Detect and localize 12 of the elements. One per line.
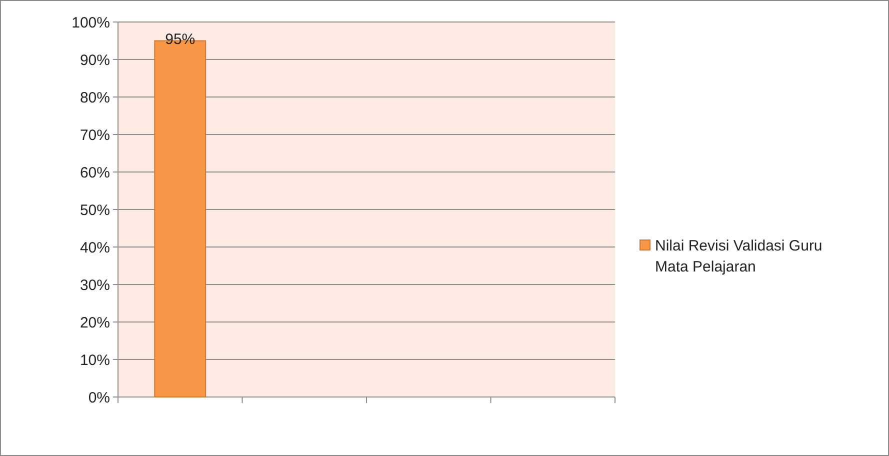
y-tick-label: 90% — [80, 52, 110, 69]
y-tick-label: 30% — [80, 276, 110, 294]
y-tick-label: 10% — [80, 352, 110, 369]
y-tick-label: 20% — [80, 314, 110, 332]
legend-label: Nilai Revisi Validasi Guru Mata Pelajaran — [655, 237, 822, 276]
y-tick-label: 100% — [72, 14, 110, 32]
y-tick-label: 60% — [80, 164, 110, 182]
y-tick-label: 40% — [80, 239, 110, 256]
y-tick-label: 0% — [88, 389, 110, 406]
y-tick-label: 50% — [80, 202, 110, 219]
y-tick-label: 70% — [80, 126, 110, 144]
y-tick-label: 80% — [80, 89, 110, 106]
